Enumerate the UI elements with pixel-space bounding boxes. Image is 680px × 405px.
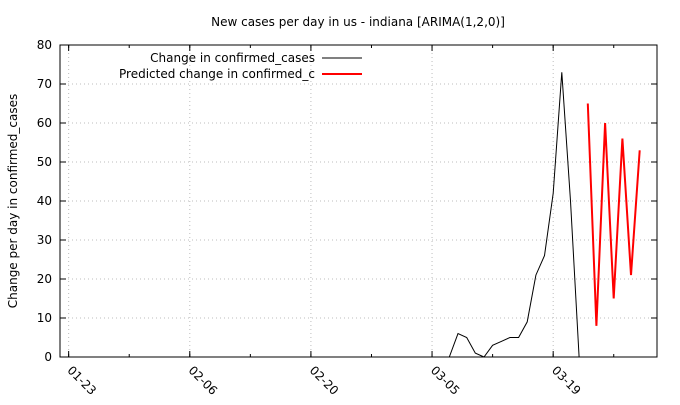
legend-label: Predicted change in confirmed_c — [119, 67, 315, 81]
grid — [60, 45, 657, 357]
x-tick-label: 03-19 — [549, 363, 584, 398]
y-tick-label: 20 — [37, 272, 52, 286]
series-line-predicted — [586, 103, 641, 326]
series-lines — [423, 72, 641, 358]
y-tick-label: 30 — [37, 233, 52, 247]
y-tick-label: 70 — [37, 77, 52, 91]
axis-ticks: 0 10 20 30 40 50 60 70 80 01-23 02-06 02-20 03-05 03-… — [37, 38, 657, 398]
x-tick-label: 03-05 — [428, 363, 463, 398]
x-tick-label: 02-20 — [307, 363, 342, 398]
y-axis-label: Change per day in confirmed_cases — [6, 94, 20, 309]
y-tick-label: 60 — [37, 116, 52, 130]
x-tick-label: 02-06 — [186, 363, 221, 398]
y-tick-label: 80 — [37, 38, 52, 52]
series-line-confirmed — [423, 72, 580, 358]
legend-label: Change in confirmed_cases — [150, 51, 315, 65]
chart-title: New cases per day in us - indiana [ARIMA… — [211, 15, 505, 29]
y-tick-label: 0 — [44, 350, 52, 364]
y-tick-label: 10 — [37, 311, 52, 325]
legend: Change in confirmed_cases Predicted chang… — [119, 51, 362, 81]
x-tick-label: 01-23 — [65, 363, 100, 398]
y-tick-label: 40 — [37, 194, 52, 208]
y-tick-label: 50 — [37, 155, 52, 169]
plot-frame — [59, 44, 658, 358]
